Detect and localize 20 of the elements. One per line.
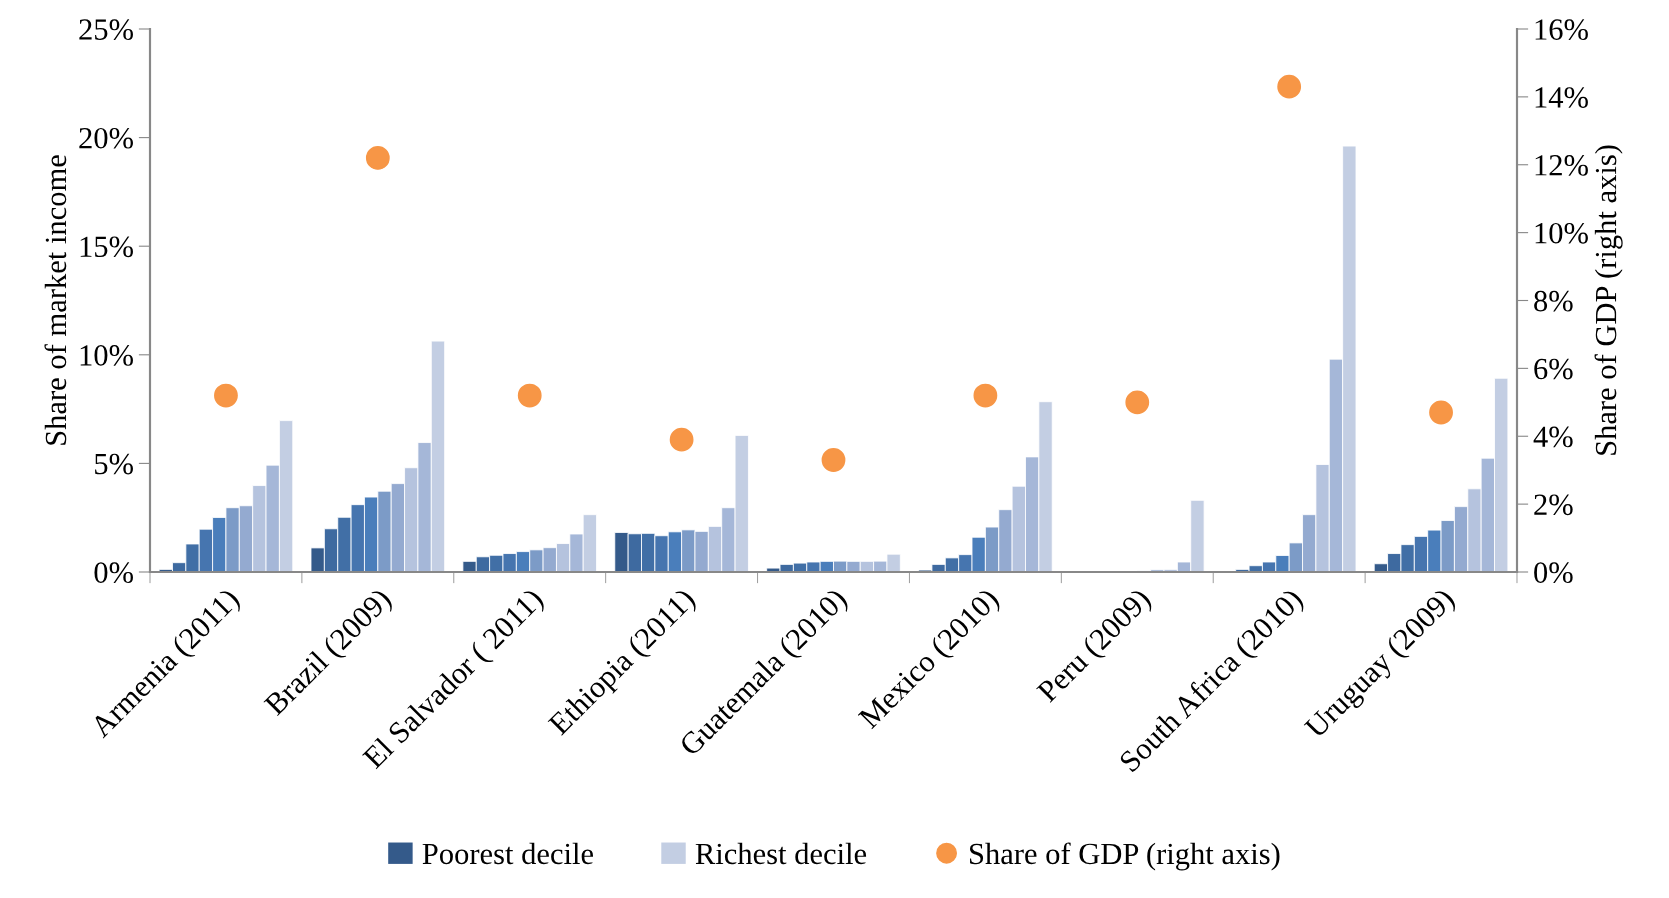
y2-tick-label: 0%	[1534, 562, 1573, 583]
y2-tick-label: 16%	[1535, 19, 1588, 40]
y-tick-label: 5%	[95, 453, 133, 475]
legend-label: Richest decile	[695, 842, 867, 865]
y2-tick-label: 2%	[1534, 494, 1573, 516]
y2-tick-label: 4%	[1533, 426, 1573, 448]
legend-label: Poorest decile	[422, 842, 593, 865]
legend-label: Share of GDP (right axis)	[970, 842, 1280, 871]
y-tick-label: 0%	[94, 562, 133, 583]
y-tick-label: 25%	[79, 19, 133, 40]
y-tick-label: 15%	[80, 236, 133, 258]
y2-axis-title: Share of GDP (right axis)	[1594, 145, 1623, 455]
y2-tick-label: 14%	[1535, 87, 1588, 108]
y-tick-label: 10%	[80, 345, 133, 366]
y2-tick-label: 8%	[1534, 290, 1573, 312]
y-tick-label: 20%	[79, 127, 133, 149]
y2-tick-label: 10%	[1535, 222, 1588, 244]
y-axis-title: Share of market income	[44, 155, 67, 445]
y2-tick-label: 12%	[1535, 155, 1588, 176]
y2-tick-label: 6%	[1534, 358, 1573, 380]
